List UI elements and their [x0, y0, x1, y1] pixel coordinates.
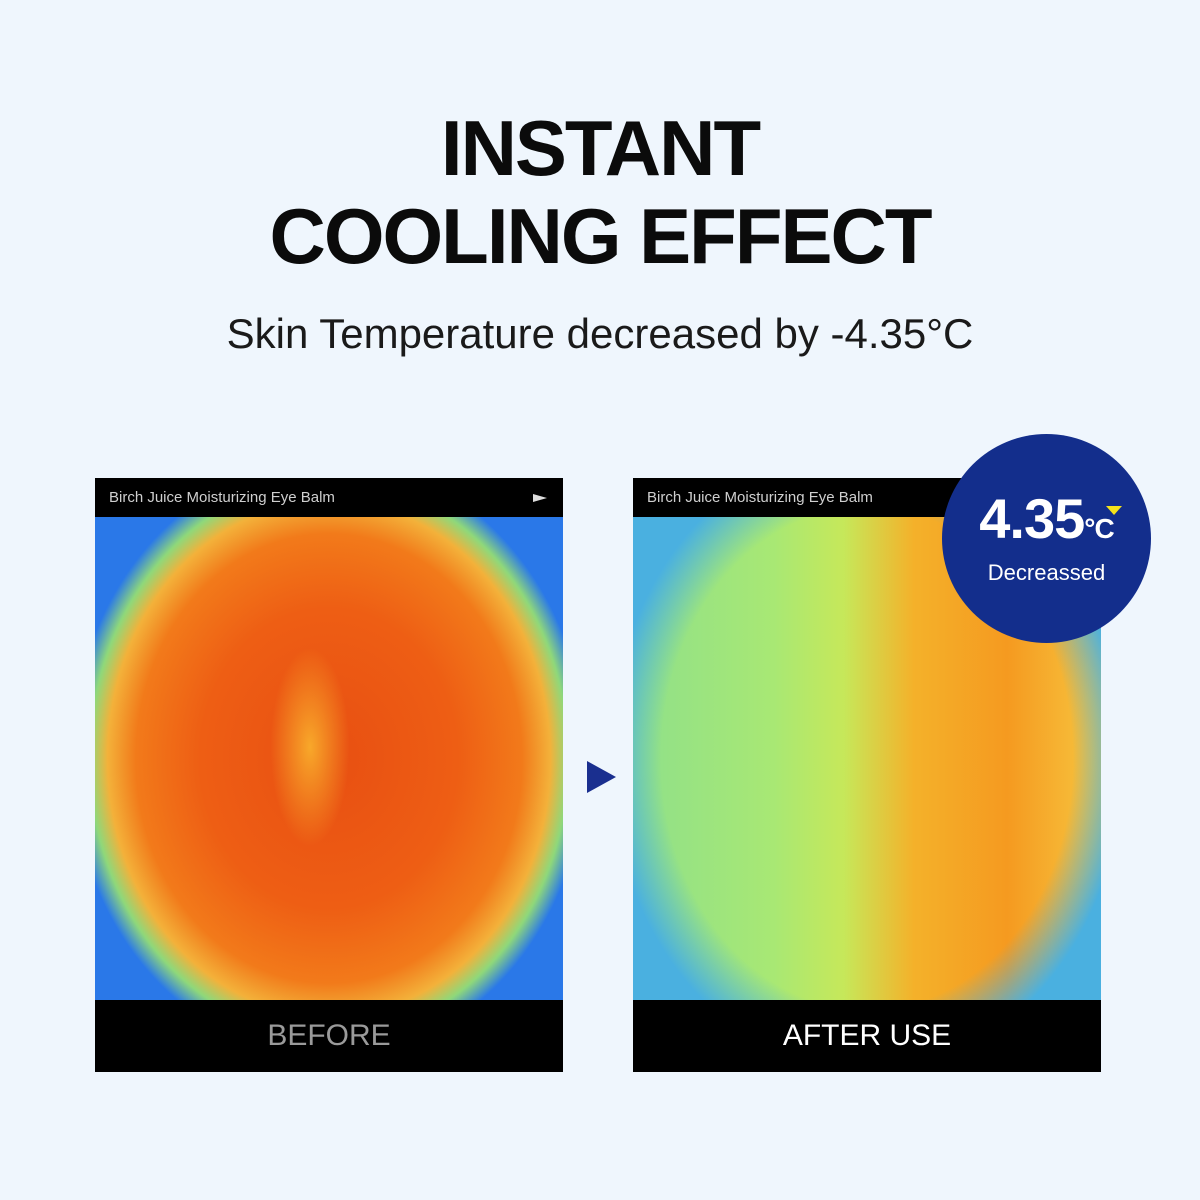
badge-value: 4.35 — [979, 487, 1085, 550]
before-panel: Birch Juice Moisturizing Eye Balm BEFORE — [95, 478, 563, 1072]
before-caption: BEFORE — [267, 1019, 391, 1052]
arrow-right-icon — [587, 761, 616, 793]
panel-header: Birch Juice Moisturizing Eye Balm — [95, 478, 563, 517]
badge-unit: °C — [1084, 513, 1114, 544]
down-triangle-icon — [1106, 506, 1122, 515]
panel-header: Birch Juice Moisturizing Eye Balm — [633, 478, 1101, 517]
subtitle: Skin Temperature decreased by -4.35°C — [226, 310, 974, 357]
after-caption: AFTER USE — [782, 1019, 952, 1052]
badge-label: Decreassed — [987, 560, 1106, 585]
panel-header-text: Birch Juice Moisturizing Eye Balm — [109, 489, 335, 506]
play-icon — [533, 494, 547, 502]
temperature-badge: 4.35°C Decreassed — [942, 434, 1151, 643]
headline-line-1: INSTANT — [440, 104, 761, 192]
headline-line-2: COOLING EFFECT — [269, 192, 933, 280]
thermal-image-before — [95, 517, 563, 1000]
panel-header-text: Birch Juice Moisturizing Eye Balm — [647, 489, 873, 506]
